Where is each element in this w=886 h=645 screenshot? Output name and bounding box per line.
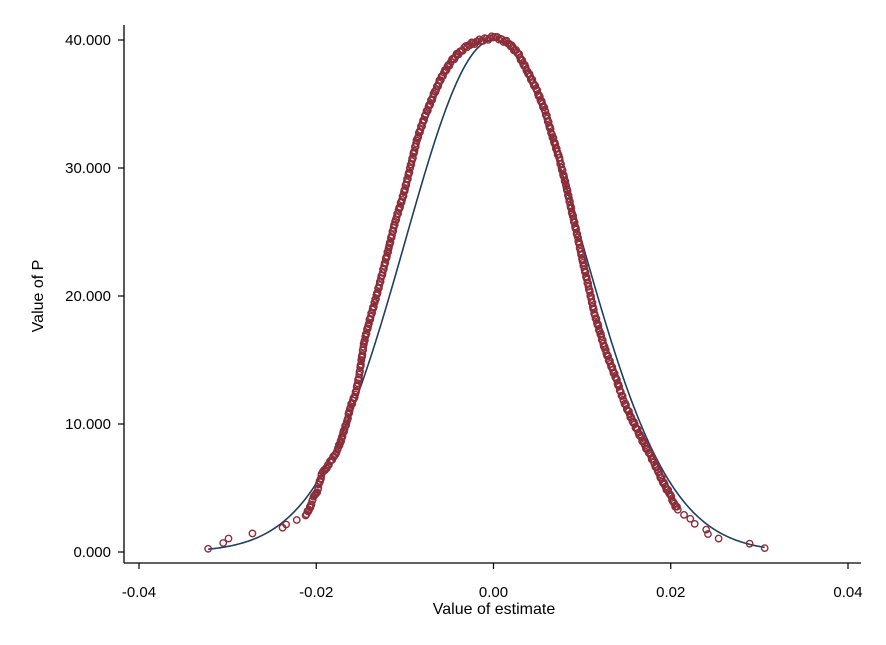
data-point xyxy=(565,194,573,203)
data-point xyxy=(673,505,682,514)
data-point xyxy=(586,288,594,296)
y-tick-label: 10.000 xyxy=(65,416,111,433)
data-point xyxy=(551,140,560,149)
data-point xyxy=(352,386,361,395)
data-point xyxy=(344,414,352,423)
data-point xyxy=(396,202,405,211)
data-point xyxy=(314,484,323,493)
x-axis-title: Value of estimate xyxy=(433,601,556,618)
y-tick-label: 20.000 xyxy=(65,288,111,305)
data-point xyxy=(204,544,213,553)
data-point xyxy=(401,185,409,194)
data-point xyxy=(405,168,414,177)
x-tick-label: -0.04 xyxy=(122,584,156,601)
data-point xyxy=(473,37,482,46)
data-point xyxy=(574,233,582,242)
data-point xyxy=(597,332,606,341)
data-point xyxy=(690,519,699,528)
data-point xyxy=(540,103,549,112)
data-point xyxy=(373,288,382,297)
data-point xyxy=(573,230,582,238)
data-point xyxy=(583,275,591,284)
data-point xyxy=(555,156,564,165)
x-tick-label: 0.02 xyxy=(656,584,685,601)
data-markers xyxy=(204,32,769,553)
data-point xyxy=(248,529,257,538)
data-point xyxy=(219,539,228,547)
data-point xyxy=(381,258,390,267)
data-point xyxy=(475,35,484,44)
data-point xyxy=(649,455,658,464)
data-point xyxy=(618,392,627,400)
data-point xyxy=(414,132,423,141)
data-point xyxy=(575,240,584,249)
data-point xyxy=(224,534,233,543)
data-point xyxy=(317,474,325,483)
data-point xyxy=(388,231,396,239)
data-point xyxy=(704,530,712,538)
y-tick-label: 30.000 xyxy=(65,160,111,177)
x-tick-label: 0.04 xyxy=(833,584,862,601)
data-point xyxy=(745,539,754,548)
data-point xyxy=(365,319,373,328)
data-point xyxy=(355,370,364,379)
data-point xyxy=(313,488,322,497)
data-point xyxy=(561,177,570,186)
data-point xyxy=(282,520,291,529)
data-point xyxy=(353,379,362,388)
data-point xyxy=(558,166,567,175)
data-point xyxy=(398,195,407,204)
data-point xyxy=(686,514,695,523)
data-point xyxy=(535,93,544,101)
data-point xyxy=(541,107,550,116)
data-point xyxy=(563,187,572,196)
data-point xyxy=(587,295,596,304)
y-tick-label: 0.000 xyxy=(73,544,111,561)
y-tick-label: 40.000 xyxy=(65,32,111,49)
data-point xyxy=(572,225,581,234)
data-point xyxy=(549,134,558,142)
data-point xyxy=(383,252,391,260)
data-point xyxy=(616,388,625,396)
data-point xyxy=(340,425,349,434)
data-point xyxy=(399,192,408,200)
data-point xyxy=(604,352,613,361)
y-axis-title: Value of P xyxy=(30,260,47,333)
data-point xyxy=(702,525,711,534)
data-point xyxy=(378,269,387,277)
data-point xyxy=(577,251,586,259)
data-point xyxy=(760,544,769,553)
data-point xyxy=(714,534,723,543)
data-point xyxy=(390,220,399,229)
data-point xyxy=(362,329,371,338)
data-point xyxy=(680,510,688,519)
data-point xyxy=(406,164,415,172)
data-point xyxy=(560,173,569,182)
data-point xyxy=(292,516,301,524)
data-point xyxy=(369,302,378,311)
data-point xyxy=(426,100,435,108)
data-point xyxy=(581,268,590,277)
axes: -0.04 -0.02 0.00 0.02 0.04 0.000 10.000 20.000 3… xyxy=(65,25,863,601)
data-point xyxy=(615,382,624,391)
data-point xyxy=(486,34,494,43)
data-point xyxy=(409,153,417,162)
data-point xyxy=(307,500,316,509)
data-point xyxy=(410,146,419,155)
data-point xyxy=(637,433,646,442)
data-point xyxy=(358,350,367,359)
x-tick-label: 0.00 xyxy=(479,584,508,601)
x-tick-label: -0.02 xyxy=(299,584,333,601)
data-point xyxy=(386,238,395,246)
data-point xyxy=(521,63,530,71)
data-point xyxy=(436,76,445,85)
